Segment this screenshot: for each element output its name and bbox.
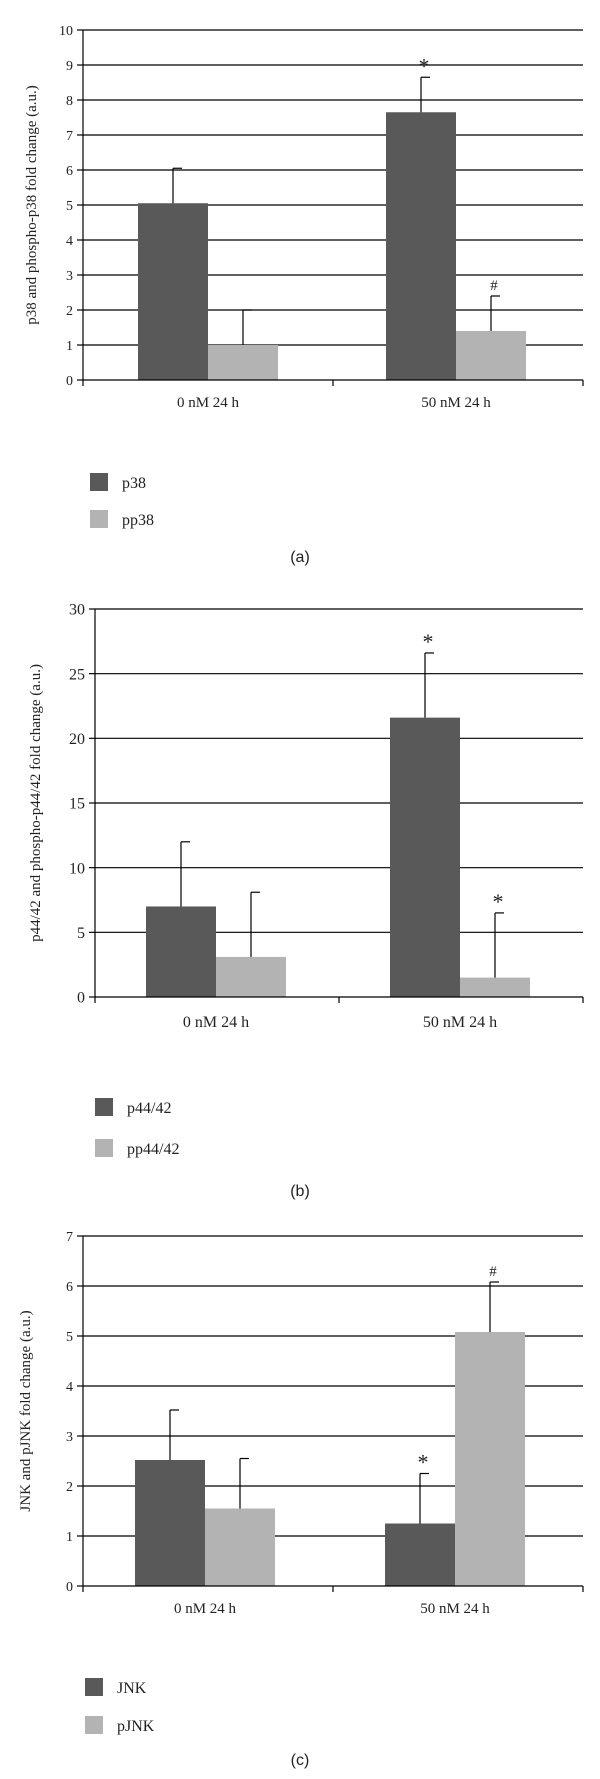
bar-p44-42-1 <box>390 717 460 997</box>
bar-pjnk-1 <box>455 1332 525 1586</box>
legend-swatch <box>95 1098 113 1116</box>
y-axis-label: JNK and pJNK fold change (a.u.) <box>18 1310 34 1511</box>
y-tick-label: 20 <box>69 731 85 748</box>
y-tick-label: 0 <box>66 374 73 389</box>
y-tick-label: 25 <box>69 666 85 683</box>
y-tick-label: 6 <box>66 164 73 179</box>
y-tick-label: 2 <box>66 304 73 319</box>
bar-pp38-0 <box>208 345 278 380</box>
y-tick-label: 5 <box>77 925 85 942</box>
legend-swatch <box>90 510 108 528</box>
chart-panel-3: 0 1 2 3 4 5 6 7 * #0 nM 24 h 50 nM 24 h JNK and pJN… <box>18 1230 584 1769</box>
bar-pp44-42-1 <box>460 977 530 997</box>
y-tick-label: 4 <box>66 1380 73 1395</box>
significance-hash: # <box>489 1264 497 1280</box>
panel-label: (c) <box>291 1752 310 1769</box>
y-tick-label: 3 <box>66 1430 73 1445</box>
panel-label: (b) <box>290 1183 310 1200</box>
y-tick-label: 7 <box>66 1230 73 1245</box>
legend-swatch <box>85 1678 103 1696</box>
bar-jnk-0 <box>135 1460 205 1586</box>
x-category-label: 0 nM 24 h <box>177 395 240 411</box>
chart-panel-2: 0 5 10 15 20 25 30 * * 0 nM 24 h 50 nM 24 h p44/42 … <box>28 602 584 1200</box>
y-tick-label: 9 <box>66 59 73 74</box>
y-tick-label: 7 <box>66 129 73 144</box>
legend-label: p38 <box>122 475 146 492</box>
legend: p38 pp38 <box>90 473 154 529</box>
y-tick-label: 1 <box>66 339 73 354</box>
y-tick-label: 15 <box>69 796 85 813</box>
legend-label: pp44/42 <box>127 1141 179 1158</box>
y-axis-label: p44/42 and phospho-p44/42 fold change (a… <box>28 664 44 942</box>
x-category-label: 50 nM 24 h <box>420 1601 490 1617</box>
x-category-label: 50 nM 24 h <box>421 395 491 411</box>
bar-pjnk-0 <box>205 1508 275 1586</box>
significance-hash: # <box>490 278 498 294</box>
y-tick-label: 30 <box>69 602 85 619</box>
bar-p38-1 <box>386 112 456 380</box>
legend-label: JNK <box>117 1680 147 1697</box>
x-category-label: 0 nM 24 h <box>174 1601 237 1617</box>
y-tick-label: 0 <box>77 990 85 1007</box>
significance-asterisk: * <box>419 53 430 78</box>
bar-pp38-1 <box>456 331 526 380</box>
legend-swatch <box>95 1139 113 1157</box>
y-tick-label: 10 <box>69 860 85 877</box>
y-tick-label: 3 <box>66 269 73 284</box>
legend-label: p44/42 <box>127 1100 171 1117</box>
legend: JNK pJNK <box>85 1678 155 1735</box>
bar-p38-0 <box>138 203 208 380</box>
chart-panel-1: 0 1 2 3 4 5 6 7 8 9 10 * #0 nM 24 h 50 nM 24 h p38 and… <box>24 24 584 566</box>
panel-label: (a) <box>290 549 310 566</box>
y-tick-label: 8 <box>66 94 73 109</box>
y-tick-label: 10 <box>59 24 73 39</box>
bar-pp44-42-0 <box>216 956 286 997</box>
y-tick-label: 5 <box>66 1330 73 1345</box>
y-tick-label: 5 <box>66 199 73 214</box>
legend-swatch <box>90 473 108 491</box>
legend-swatch <box>85 1716 103 1734</box>
x-category-label: 0 nM 24 h <box>183 1014 249 1031</box>
bar-p44-42-0 <box>146 906 216 997</box>
y-tick-label: 1 <box>66 1530 73 1545</box>
legend-label: pp38 <box>122 512 154 529</box>
significance-asterisk: * <box>493 889 504 914</box>
legend-label: pJNK <box>117 1718 155 1735</box>
y-axis-label: p38 and phospho-p38 fold change (a.u.) <box>24 85 40 325</box>
bar-jnk-1 <box>385 1523 455 1586</box>
legend: p44/42 pp44/42 <box>95 1098 179 1158</box>
significance-asterisk: * <box>418 1450 429 1475</box>
y-tick-label: 2 <box>66 1480 73 1495</box>
y-tick-label: 0 <box>66 1580 73 1595</box>
x-category-label: 50 nM 24 h <box>423 1014 497 1031</box>
y-tick-label: 6 <box>66 1280 73 1295</box>
significance-asterisk: * <box>423 629 434 654</box>
y-tick-label: 4 <box>66 234 73 249</box>
